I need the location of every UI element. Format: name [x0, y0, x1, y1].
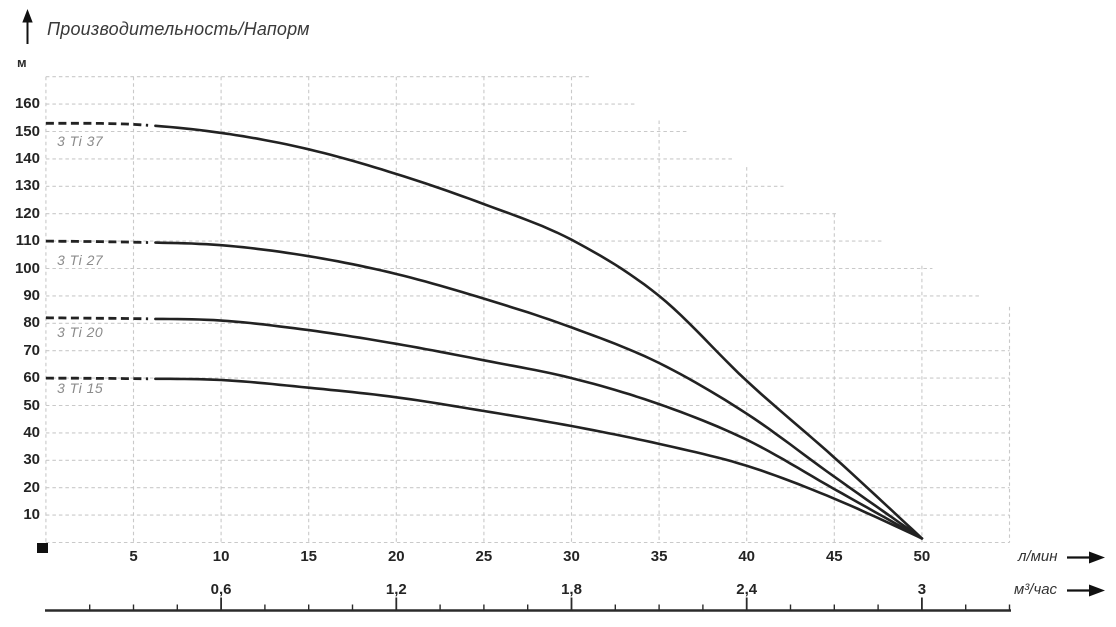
chart-title: Производительность/Напорм: [47, 19, 310, 39]
x-axis-arrow-icon: [1089, 551, 1105, 564]
curve-dashed-start: [45, 121, 149, 127]
pump-curve: [154, 241, 924, 540]
x-axis-unit-lmin: л/мин: [1018, 548, 1058, 565]
pump-curve: [154, 377, 924, 540]
pump-curve: [154, 317, 924, 540]
pump-curve: [154, 124, 924, 540]
y-axis-unit-label: м: [17, 55, 27, 70]
y-axis-arrow-icon: [22, 9, 33, 23]
x-axis-arrow-icon: [1089, 584, 1105, 597]
curve-dashed-start: [45, 316, 149, 321]
x-axis-unit-m3h: м³/час: [1014, 581, 1058, 598]
origin-marker: [37, 543, 48, 553]
